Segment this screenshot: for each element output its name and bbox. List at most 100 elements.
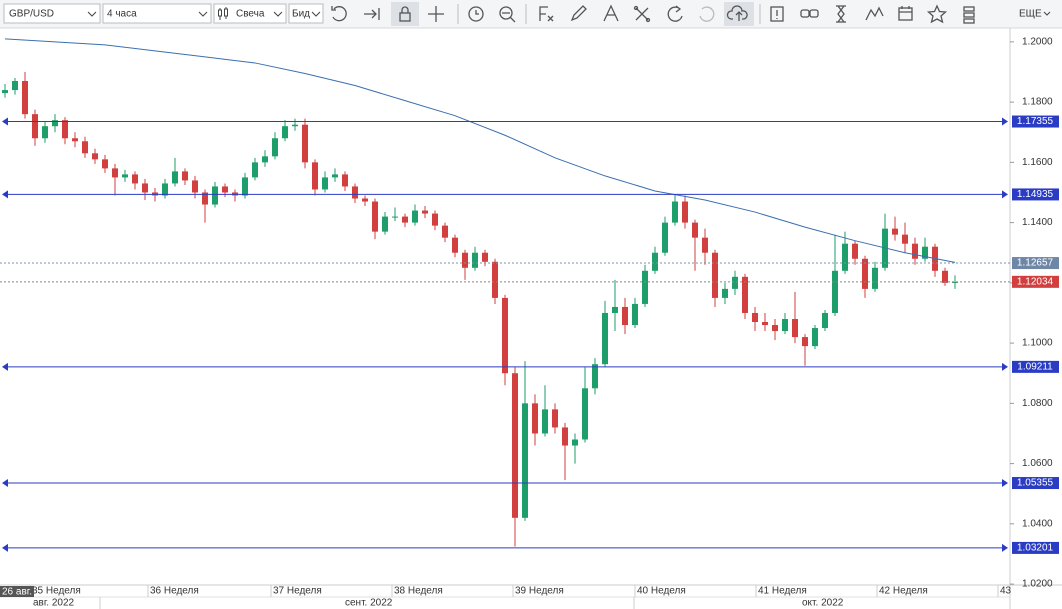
candle-body: [602, 312, 608, 365]
candle-body: [522, 403, 528, 518]
candle-body: [402, 216, 408, 223]
candle-body: [332, 174, 338, 178]
y-tick-label: 1.1800: [1022, 97, 1053, 108]
candle-body: [712, 252, 718, 298]
candle-body: [622, 306, 628, 326]
candle-body: [352, 186, 358, 199]
candle-body: [42, 126, 48, 139]
level-label: 1.03201: [1017, 543, 1054, 554]
interval: 4 часа: [107, 9, 137, 20]
week-label: 38 Неделя: [394, 586, 443, 597]
candle-body: [772, 325, 778, 332]
toolbar-icons[interactable]: [331, 2, 975, 26]
interval-select[interactable]: 4 часа: [102, 3, 212, 24]
candle-body: [652, 252, 658, 271]
candle-body: [782, 319, 788, 332]
y-tick-label: 1.0600: [1022, 458, 1053, 469]
symbol-select[interactable]: GBP/USD: [3, 3, 101, 24]
candle-body: [412, 210, 418, 223]
candle-body: [662, 222, 668, 253]
candle-body: [482, 252, 488, 262]
candle-body: [322, 177, 328, 190]
candle-body: [722, 288, 728, 298]
candle-body: [22, 81, 28, 115]
week-label: 43: [1000, 586, 1012, 597]
price-type: Бид: [292, 9, 310, 20]
candle-body: [202, 192, 208, 205]
candle-body: [172, 171, 178, 184]
candle-body: [502, 297, 508, 374]
candle-body: [642, 270, 648, 304]
candle-body: [382, 216, 388, 232]
candle-body: [112, 168, 118, 178]
candle-body: [142, 183, 148, 193]
candle-body: [392, 216, 398, 218]
candle-body: [282, 126, 288, 139]
candle-body: [72, 138, 78, 142]
candle-body: [802, 337, 808, 347]
candle-body: [532, 403, 538, 434]
candle-body: [362, 198, 368, 202]
week-label: 42 Неделя: [879, 586, 928, 597]
candle-body: [942, 270, 948, 283]
candle-body: [732, 276, 738, 289]
candle-body: [452, 237, 458, 253]
candle-body: [922, 246, 928, 259]
candle-body: [122, 174, 128, 178]
symbol: GBP/USD: [9, 9, 54, 20]
candle-body: [182, 171, 188, 181]
candle-body: [542, 409, 548, 434]
y-tick-label: 1.1600: [1022, 157, 1053, 168]
month-label: сент. 2022: [345, 598, 393, 609]
candle-body: [562, 427, 568, 446]
price-label-box: [1012, 275, 1059, 288]
candle-body: [832, 270, 838, 313]
candle-body: [12, 81, 18, 91]
level-label-box: [1012, 477, 1059, 490]
level-label: 1.14935: [1017, 189, 1054, 200]
moving-average: [4, 38, 956, 263]
level-label-box: [1012, 360, 1059, 373]
y-tick-label: 1.0800: [1022, 398, 1053, 409]
candle-body: [742, 276, 748, 313]
candle-body: [512, 373, 518, 518]
month-label: окт. 2022: [802, 598, 844, 609]
candle-body: [912, 243, 918, 259]
candle-body: [52, 120, 58, 127]
level-label-box: [1012, 115, 1059, 128]
candle-body: [212, 186, 218, 205]
y-tick-label: 1.2000: [1022, 36, 1053, 47]
candle-body: [342, 174, 348, 187]
candle-body: [272, 138, 278, 157]
more-button[interactable]: ЕЩЕ: [1019, 9, 1042, 20]
level-label: 1.05355: [1017, 478, 1054, 489]
candle-body: [812, 328, 818, 347]
cursor-date: 26 авг.: [2, 587, 32, 598]
candle-body: [192, 180, 198, 193]
candle-body: [752, 312, 758, 323]
candle-body: [32, 114, 38, 139]
candle-body: [222, 186, 228, 193]
candle-body: [442, 225, 448, 238]
chart-type-select[interactable]: Свеча: [213, 3, 287, 24]
candle-body: [952, 281, 958, 283]
price-type-select[interactable]: Бид: [288, 3, 324, 24]
candle-body: [262, 156, 268, 163]
candle-body: [892, 228, 898, 235]
candle-body: [762, 322, 768, 326]
candle-body: [132, 174, 138, 184]
candle-body: [92, 153, 98, 160]
candle-body: [292, 124, 298, 127]
week-label: 36 Неделя: [150, 586, 199, 597]
price-label: 1.12657: [1017, 258, 1054, 269]
week-label: 37 Неделя: [273, 586, 322, 597]
candle-body: [372, 201, 378, 232]
candle-body: [852, 243, 858, 259]
price-label: 1.12034: [1017, 276, 1054, 287]
y-tick-label: 1.1000: [1022, 338, 1053, 349]
candle-body: [302, 124, 308, 163]
candle-body: [902, 234, 908, 244]
candle-body: [592, 364, 598, 389]
cursor-date-box: [0, 586, 34, 597]
